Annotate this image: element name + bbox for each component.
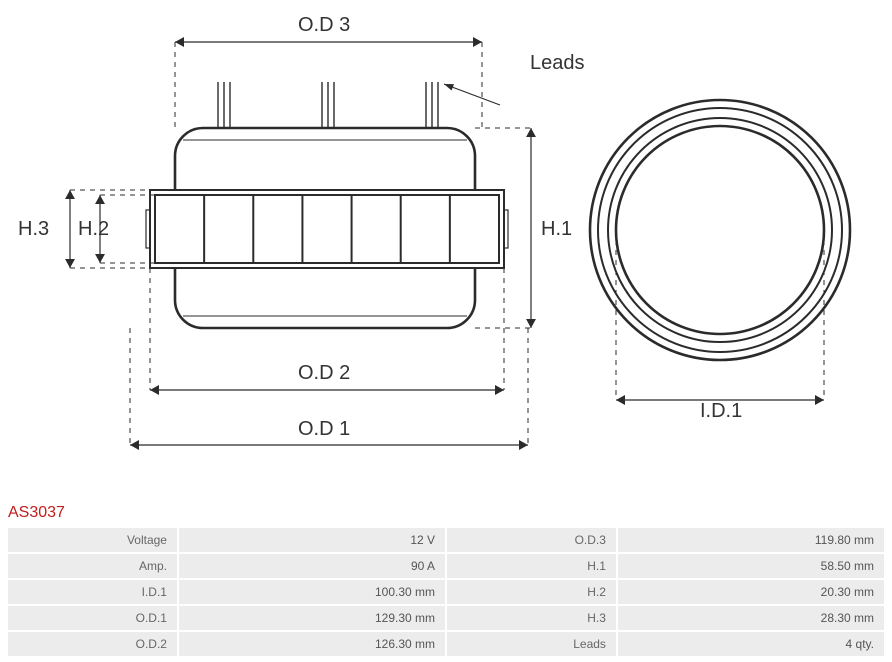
spec-value: 119.80 mm (618, 528, 884, 552)
spec-label: O.D.2 (8, 632, 177, 656)
technical-drawing: O.D 3 Leads H.1 H.2 H.3 O.D 2 O.D 1 I.D.… (0, 0, 892, 500)
table-row: I.D.1100.30 mmH.220.30 mm (8, 580, 884, 604)
table-row: O.D.1129.30 mmH.328.30 mm (8, 606, 884, 630)
spec-label: Amp. (8, 554, 177, 578)
spec-label: I.D.1 (8, 580, 177, 604)
spec-value: 20.30 mm (618, 580, 884, 604)
spec-value: 12 V (179, 528, 445, 552)
label-id1: I.D.1 (700, 400, 742, 423)
spec-label: O.D.3 (447, 528, 616, 552)
table-row: O.D.2126.30 mmLeads4 qty. (8, 632, 884, 656)
spec-table: Voltage12 VO.D.3119.80 mmAmp.90 AH.158.5… (6, 526, 886, 658)
spec-value: 28.30 mm (618, 606, 884, 630)
table-row: Amp.90 AH.158.50 mm (8, 554, 884, 578)
label-leads: Leads (530, 52, 585, 75)
label-h3: H.3 (18, 218, 49, 241)
spec-label: H.3 (447, 606, 616, 630)
label-od1: O.D 1 (298, 418, 350, 441)
spec-label: H.2 (447, 580, 616, 604)
label-h2: H.2 (78, 218, 109, 241)
label-h1: H.1 (541, 218, 572, 241)
label-od2: O.D 2 (298, 362, 350, 385)
spec-value: 129.30 mm (179, 606, 445, 630)
table-row: Voltage12 VO.D.3119.80 mm (8, 528, 884, 552)
spec-label: H.1 (447, 554, 616, 578)
spec-label: O.D.1 (8, 606, 177, 630)
spec-label: Leads (447, 632, 616, 656)
spec-value: 100.30 mm (179, 580, 445, 604)
spec-label: Voltage (8, 528, 177, 552)
spec-value: 126.30 mm (179, 632, 445, 656)
spec-value: 90 A (179, 554, 445, 578)
spec-value: 58.50 mm (618, 554, 884, 578)
label-od3: O.D 3 (298, 14, 350, 37)
part-number: AS3037 (8, 504, 65, 522)
spec-value: 4 qty. (618, 632, 884, 656)
drawing-svg (0, 0, 892, 500)
